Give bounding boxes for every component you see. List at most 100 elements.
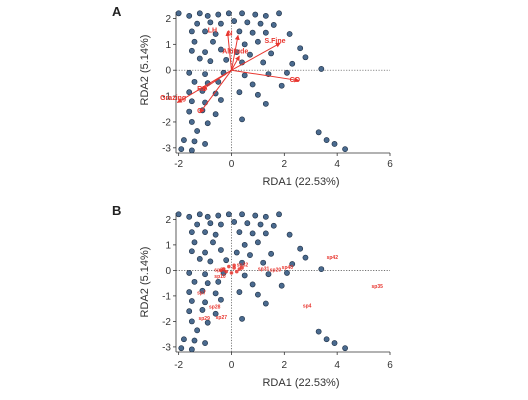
- site-point: [188, 98, 195, 105]
- species-label: sp40: [282, 265, 294, 271]
- site-point: [244, 220, 251, 227]
- site-point: [181, 137, 187, 143]
- site-point: [257, 20, 264, 27]
- panel-b-x-tick-label: 6: [387, 360, 393, 371]
- site-point: [186, 289, 193, 295]
- env-vector-arrow: [231, 42, 281, 71]
- panel-a-letter: A: [112, 4, 122, 19]
- site-point: [191, 38, 198, 45]
- panel-a-y-tick-label: -3: [162, 143, 171, 154]
- site-point: [194, 221, 201, 228]
- panel-b-y-tick-label: -2: [162, 317, 171, 328]
- site-point: [249, 81, 256, 88]
- env-vector-label: CO: [290, 77, 301, 84]
- site-point: [181, 336, 187, 343]
- site-point: [302, 254, 309, 261]
- species-label: sp35: [372, 284, 384, 290]
- panel-b-y-tick-label: -1: [162, 291, 171, 302]
- site-point: [186, 213, 193, 220]
- site-point: [249, 281, 256, 288]
- site-point: [241, 72, 248, 79]
- site-point: [215, 278, 222, 285]
- site-point: [318, 266, 325, 273]
- site-point: [249, 230, 256, 237]
- site-point: [202, 141, 208, 147]
- panel-a-x-axis-title: RDA1 (22.53%): [262, 176, 339, 188]
- site-point: [262, 300, 269, 307]
- panel-b-x-tick-label: 0: [229, 360, 235, 371]
- site-point: [276, 10, 282, 17]
- site-point: [204, 213, 211, 220]
- env-vector-arrow: [199, 69, 232, 114]
- site-point: [202, 229, 208, 236]
- site-point: [262, 100, 269, 107]
- species-point: [232, 266, 236, 270]
- site-point: [218, 20, 224, 27]
- site-point: [255, 239, 261, 246]
- site-point: [210, 38, 216, 45]
- site-point: [178, 345, 185, 352]
- species-label: sp29: [198, 316, 210, 322]
- site-point: [268, 50, 275, 57]
- site-point: [270, 222, 277, 229]
- site-point: [191, 78, 198, 85]
- env-vector-arrow: [231, 69, 300, 83]
- site-point: [188, 147, 195, 153]
- site-point: [233, 249, 240, 256]
- site-point: [286, 231, 293, 238]
- site-point: [186, 12, 193, 19]
- species-point: [219, 268, 223, 273]
- panel-a-y-tick-label: 0: [165, 66, 171, 77]
- site-point: [212, 290, 219, 297]
- env-vector-arrow: [202, 69, 232, 91]
- site-point: [188, 229, 195, 236]
- site-point: [262, 230, 269, 237]
- site-point: [249, 29, 256, 36]
- species-label: sp20: [270, 268, 282, 274]
- site-point: [218, 247, 224, 253]
- species-point: [240, 266, 244, 270]
- env-vector-arrow: [225, 30, 232, 71]
- panel-a-x-tick-label: 4: [334, 159, 340, 170]
- panel-a-x-tick-label: 2: [282, 159, 288, 170]
- site-point: [186, 270, 193, 276]
- site-point: [239, 116, 245, 123]
- site-point: [191, 337, 198, 344]
- site-point: [202, 340, 208, 346]
- site-point: [239, 211, 245, 218]
- panel-b-y-tick-label: 1: [165, 240, 171, 251]
- site-point: [268, 250, 275, 257]
- species-label: sp27: [216, 315, 228, 321]
- site-point: [225, 211, 232, 218]
- site-point: [215, 212, 222, 219]
- site-point: [241, 241, 248, 248]
- panel-a-y-axis-title: RDA2 (5.14%): [139, 35, 151, 106]
- site-point: [225, 10, 232, 17]
- site-point: [210, 239, 216, 246]
- site-point: [188, 318, 195, 325]
- species-label: sp10: [214, 274, 226, 280]
- site-point: [215, 11, 222, 18]
- panel-a-y-tick-label: 1: [165, 40, 171, 51]
- species-point: [232, 263, 236, 268]
- site-point: [252, 212, 259, 219]
- site-point: [196, 55, 203, 62]
- site-point: [331, 141, 338, 147]
- site-point: [236, 89, 243, 96]
- panel-a-y-tick-label: -2: [162, 117, 171, 128]
- site-point: [188, 346, 195, 352]
- site-point: [255, 38, 261, 45]
- site-point: [342, 345, 348, 352]
- panel-a-x-tick-label: 0: [229, 159, 235, 170]
- panel-b-x-axis-title: RDA1 (22.53%): [262, 377, 339, 389]
- site-point: [278, 282, 285, 289]
- site-point: [239, 259, 245, 266]
- site-point: [202, 299, 208, 306]
- site-point: [202, 49, 208, 56]
- site-point: [247, 252, 253, 258]
- site-point: [257, 221, 264, 228]
- site-point: [255, 91, 261, 98]
- site-point: [331, 340, 338, 346]
- site-point: [297, 245, 304, 252]
